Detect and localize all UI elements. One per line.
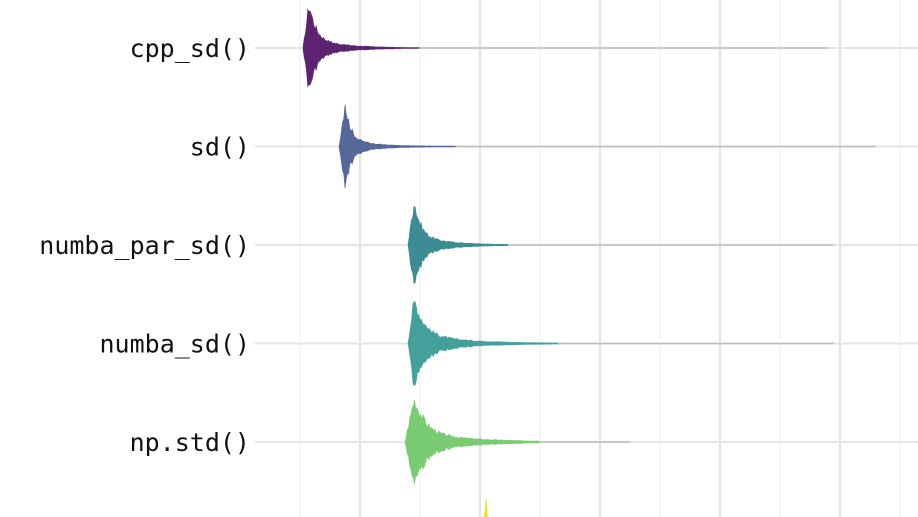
violin-body [483,498,488,517]
y-tick-label: numba_sd() [99,330,250,359]
violin-body [302,8,420,88]
violin-body [404,399,540,485]
violin-body [407,301,559,386]
grid-lines [255,0,918,517]
y-tick-label: cpp_sd() [130,34,250,63]
violin-body [338,104,456,189]
y-tick-labels: cpp_sd() sd() numba_par_sd() numba_sd() np.s… [39,34,250,457]
y-tick-label: numba_par_sd() [39,231,250,260]
violins [302,8,876,517]
violin-body [407,205,510,285]
y-tick-label: sd() [190,133,250,162]
y-tick-label: np.std() [130,428,250,457]
